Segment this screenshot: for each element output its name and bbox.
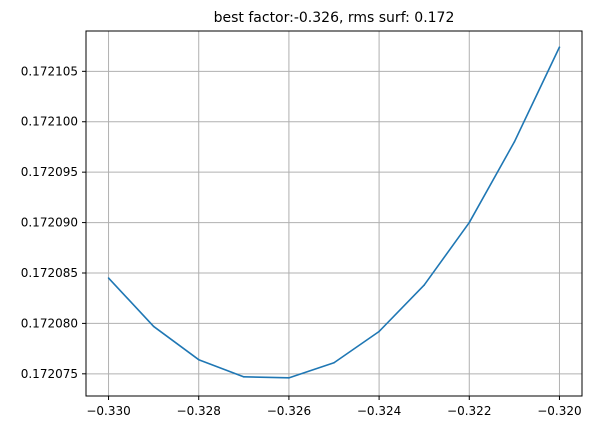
data-point <box>513 141 516 143</box>
x-tick-label: −0.326 <box>267 404 311 418</box>
y-tick-label: 0.172080 <box>21 316 78 330</box>
y-tick-label: 0.172090 <box>21 216 78 230</box>
plot-frame <box>85 30 583 397</box>
x-tick-label: −0.324 <box>357 404 401 418</box>
data-point <box>333 361 335 364</box>
data-point <box>423 284 425 286</box>
x-tick-label: −0.322 <box>447 404 491 418</box>
series-line <box>107 46 561 379</box>
y-tick-label: 0.172105 <box>21 64 78 78</box>
data-point <box>152 325 155 328</box>
y-tick-label: 0.172100 <box>21 115 78 129</box>
chart-title: best factor:-0.326, rms surf: 0.172 <box>214 10 455 26</box>
data-point <box>107 277 110 279</box>
x-tick-label: −0.328 <box>177 404 221 418</box>
x-tick-label: −0.330 <box>86 404 130 418</box>
data-point <box>197 358 200 361</box>
x-tick-label: −0.320 <box>537 404 581 418</box>
grid-lines <box>86 31 582 396</box>
data-point <box>288 377 290 379</box>
series-layer <box>107 46 561 379</box>
y-tick-label: 0.172095 <box>21 165 78 179</box>
y-tick-label: 0.172075 <box>21 367 78 381</box>
axis-ticks: −0.330 −0.328 −0.326 −0.324 −0.322 −0.320 0.17… <box>21 64 582 418</box>
data-point <box>243 376 245 378</box>
y-tick-label: 0.172085 <box>21 266 78 280</box>
data-point <box>378 330 380 333</box>
data-point <box>558 46 561 48</box>
data-point <box>468 221 471 224</box>
